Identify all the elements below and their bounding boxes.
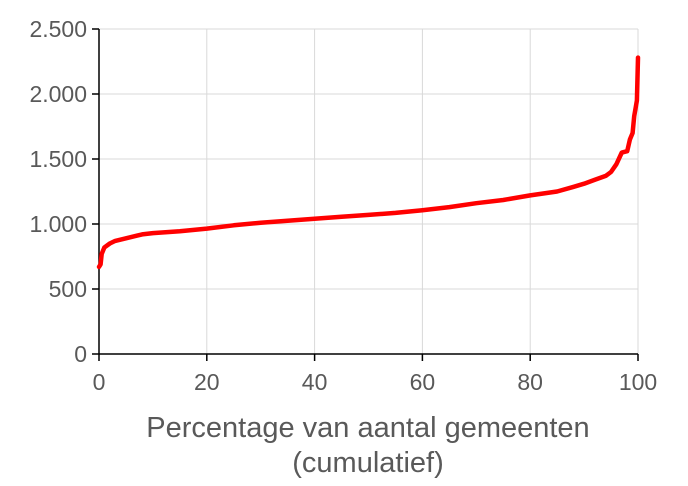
y-tick-label: 2.500 bbox=[29, 16, 87, 42]
y-tick-label: 1.500 bbox=[29, 146, 87, 172]
y-tick-labels: 0 500 1.000 1.500 2.000 2.500 bbox=[29, 16, 87, 367]
grid-lines bbox=[99, 28, 639, 354]
x-tick-label: 60 bbox=[410, 369, 436, 395]
series-layer bbox=[96, 55, 641, 270]
x-tick-label: 20 bbox=[194, 369, 220, 395]
x-tick-label: 80 bbox=[517, 369, 543, 395]
x-tick-label: 0 bbox=[93, 369, 106, 395]
y-tick-label: 1.000 bbox=[29, 211, 87, 237]
series-line-0 bbox=[96, 55, 641, 270]
y-tick-label: 0 bbox=[74, 341, 87, 367]
x-axis-title-line-2: (cumulatief) bbox=[292, 447, 444, 479]
axes bbox=[92, 28, 639, 361]
y-tick-label: 2.000 bbox=[29, 81, 87, 107]
y-tick-label: 500 bbox=[49, 276, 87, 302]
x-tick-labels: 0 20 40 60 80 100 bbox=[93, 369, 658, 395]
x-axis-title-line-1: Percentage van aantal gemeenten bbox=[146, 412, 589, 444]
x-tick-label: 40 bbox=[302, 369, 328, 395]
x-tick-label: 100 bbox=[619, 369, 657, 395]
